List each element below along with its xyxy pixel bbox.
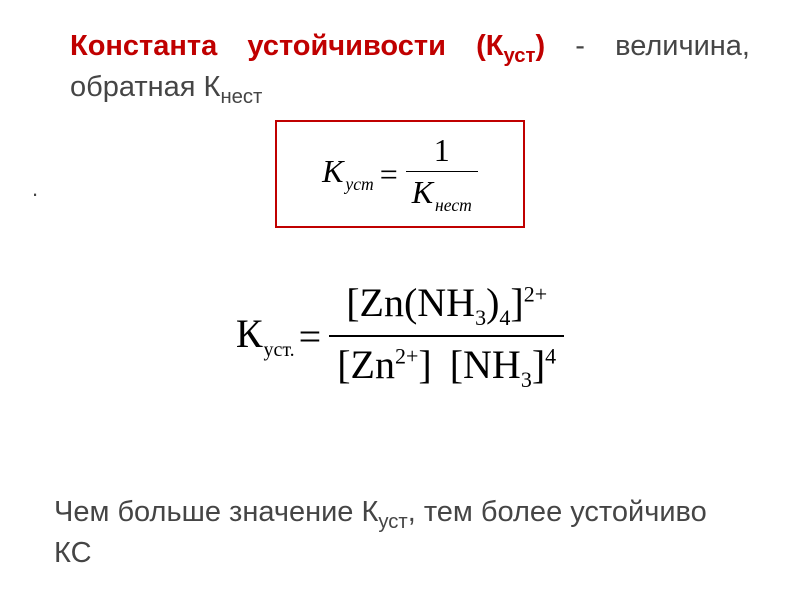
eq1-den-K: К — [412, 174, 433, 210]
eq1-numerator: 1 — [428, 132, 456, 171]
eq2-den-power: 4 — [545, 344, 556, 369]
equation-1: Куст = 1 Кнест — [277, 122, 523, 226]
eq2-num-3: 3 — [475, 305, 486, 330]
eq2-den-zn: Zn — [351, 342, 395, 387]
eq2-K-sub: уст. — [263, 339, 295, 361]
eq1-K: К — [322, 153, 343, 189]
term-main: Константа устойчивости — [70, 30, 446, 62]
eq1-den-sub: нест — [433, 195, 472, 215]
eq2-num-open: [ — [346, 280, 359, 325]
eq1-fraction: 1 Кнест — [406, 132, 478, 215]
eq2-numerator: [Zn(NH3)4]2+ — [338, 275, 555, 335]
eq2-den-nh: NH — [463, 342, 521, 387]
eq2-K: К — [236, 311, 263, 356]
bullet-dot: . — [32, 176, 38, 202]
eq2-num-close: ] — [510, 280, 523, 325]
intro-rest-sub: нест — [220, 86, 262, 108]
formula-box: Куст = 1 Кнест — [275, 120, 525, 228]
eq2-num-paren-close: ) — [486, 280, 499, 325]
eq2-den-a-close: ] — [418, 342, 431, 387]
eq2-den-b-open: [ — [450, 342, 463, 387]
intro-paragraph: Константа устойчивости (Куст) - величина… — [70, 28, 750, 110]
eq2-num-zn: Zn — [360, 280, 404, 325]
eq1-lhs: Куст — [322, 153, 374, 194]
eq2-num-4: 4 — [499, 305, 510, 330]
term-sym-open: (К — [446, 30, 504, 62]
eq2-num-paren-open: ( — [404, 280, 417, 325]
eq2-den-b-close: ] — [532, 342, 545, 387]
eq2-den-a-open: [ — [337, 342, 350, 387]
eq2-num-nh: NH — [417, 280, 475, 325]
eq2-denominator: [Zn2+][NH3]4 — [329, 335, 564, 397]
slide: Константа устойчивости (Куст) - величина… — [0, 0, 800, 600]
eq2-equals: = — [299, 313, 322, 360]
eq2-lhs: Куст. — [236, 310, 295, 362]
term-highlight: Константа устойчивости (Куст) — [70, 30, 575, 62]
term-sym-close: ) — [535, 30, 545, 62]
eq1-K-sub: уст — [343, 174, 373, 194]
eq1-denominator: Кнест — [406, 171, 478, 215]
outro-t1-sub: уст — [378, 511, 407, 533]
eq2-fraction: [Zn(NH3)4]2+ [Zn2+][NH3]4 — [329, 275, 564, 397]
term-sym-sub: уст — [503, 45, 535, 67]
eq2-num-charge: 2+ — [524, 282, 547, 307]
outro-paragraph: Чем больше значение Куст, тем более усто… — [54, 494, 746, 571]
eq2-den-3: 3 — [521, 367, 532, 392]
eq2-den-zn-charge: 2+ — [395, 344, 418, 369]
eq1-equals: = — [380, 156, 398, 193]
outro-t1: Чем больше значение К — [54, 496, 378, 528]
equation-2: Куст. = [Zn(NH3)4]2+ [Zn2+][NH3]4 — [0, 275, 800, 397]
